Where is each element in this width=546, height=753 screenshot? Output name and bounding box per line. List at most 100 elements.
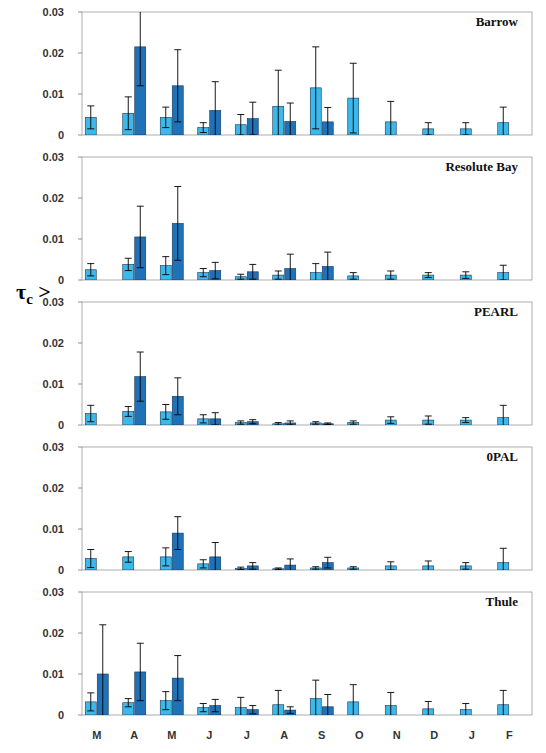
y-tick-label: 0.03: [43, 586, 64, 598]
y-tick: [78, 280, 82, 281]
plot-frame: [82, 592, 532, 715]
y-tick-label: 0: [58, 274, 64, 286]
error-bar: [287, 559, 294, 570]
error-bar: [249, 420, 256, 424]
y-tick: [78, 239, 82, 240]
y-tick-label: 0: [58, 709, 64, 721]
error-bar: [350, 63, 357, 133]
y-tick-label: 0.02: [43, 47, 64, 59]
error-bar: [174, 517, 181, 550]
y-tick: [78, 425, 82, 426]
error-bar: [387, 101, 394, 135]
x-tick-label: S: [318, 729, 325, 741]
error-bar: [500, 265, 507, 280]
figure: 00.010.020.03Barrow00.010.020.03Resolute…: [0, 0, 546, 753]
y-tick: [78, 529, 82, 530]
bars: [85, 187, 509, 280]
error-bar: [125, 407, 132, 417]
error-bar: [162, 257, 169, 275]
error-bar: [462, 272, 469, 279]
x-tick-label: J: [206, 729, 212, 741]
y-tick: [78, 198, 82, 199]
error-bar: [237, 697, 244, 715]
y-tick: [78, 674, 82, 675]
error-bar: [287, 707, 294, 714]
panel-title: Thule: [485, 594, 518, 609]
error-bar: [249, 563, 256, 570]
error-bar: [200, 415, 207, 423]
error-bar: [462, 704, 469, 715]
bars: [85, 352, 509, 425]
error-bar: [87, 264, 94, 276]
error-bar: [500, 690, 507, 715]
plot-frame: [82, 157, 532, 280]
error-bar: [312, 264, 319, 280]
bars: [85, 517, 509, 570]
error-bar: [174, 656, 181, 701]
x-tick-label: D: [430, 729, 438, 741]
error-bar: [287, 254, 294, 280]
error-bar: [462, 563, 469, 570]
error-bar: [212, 699, 219, 711]
panel: 00.010.020.030PAL: [43, 441, 532, 577]
y-tick: [78, 343, 82, 344]
panel: 00.010.020.03Resolute Bay: [43, 151, 532, 286]
error-bar: [462, 418, 469, 423]
x-tick-label: O: [355, 729, 364, 741]
plot-frame: [82, 12, 532, 135]
error-bar: [87, 106, 94, 129]
error-bar: [87, 550, 94, 568]
error-bar: [200, 123, 207, 133]
y-tick-label: 0.02: [43, 192, 64, 204]
error-bar: [174, 50, 181, 122]
error-bar: [162, 107, 169, 128]
error-bar: [387, 562, 394, 570]
error-bar: [462, 123, 469, 135]
error-bar: [212, 262, 219, 278]
error-bar: [425, 273, 432, 278]
error-bar: [125, 258, 132, 270]
x-tick-label: A: [130, 729, 138, 741]
error-bar: [312, 422, 319, 424]
y-tick: [78, 592, 82, 593]
error-bar: [387, 692, 394, 715]
panel: 00.010.020.03MAMJJASONDJFThule: [43, 586, 532, 741]
error-bar: [324, 108, 331, 135]
error-bar: [174, 187, 181, 261]
y-tick: [78, 447, 82, 448]
error-bar: [275, 271, 282, 279]
error-bar: [162, 548, 169, 566]
y-tick-label: 0: [58, 564, 64, 576]
error-bar: [425, 561, 432, 570]
error-bar: [125, 699, 132, 707]
error-bar: [324, 252, 331, 280]
error-bar: [312, 680, 319, 715]
y-tick: [78, 633, 82, 634]
y-tick: [78, 94, 82, 95]
error-bar: [212, 413, 219, 425]
error-bar: [249, 706, 256, 714]
y-tick-label: 0.01: [43, 668, 64, 680]
error-bar: [425, 701, 432, 715]
error-bar: [237, 567, 244, 569]
error-bar: [287, 103, 294, 135]
error-bar: [425, 123, 432, 135]
y-tick-label: 0.01: [43, 233, 64, 245]
error-bar: [237, 115, 244, 136]
x-tick-label: M: [167, 729, 176, 741]
y-tick-label: 0.01: [43, 378, 64, 390]
error-bar: [162, 692, 169, 710]
error-bar: [125, 97, 132, 130]
panel: 00.010.020.03Barrow: [43, 6, 532, 142]
y-tick: [78, 488, 82, 489]
error-bar: [387, 417, 394, 424]
y-tick-label: 0.03: [43, 441, 64, 453]
error-bar: [237, 421, 244, 424]
error-bar: [387, 271, 394, 279]
error-bar: [275, 568, 282, 570]
error-bar: [137, 206, 144, 268]
error-bar: [87, 405, 94, 421]
error-bar: [500, 548, 507, 570]
y-tick-label: 0.02: [43, 337, 64, 349]
error-bar: [137, 643, 144, 700]
